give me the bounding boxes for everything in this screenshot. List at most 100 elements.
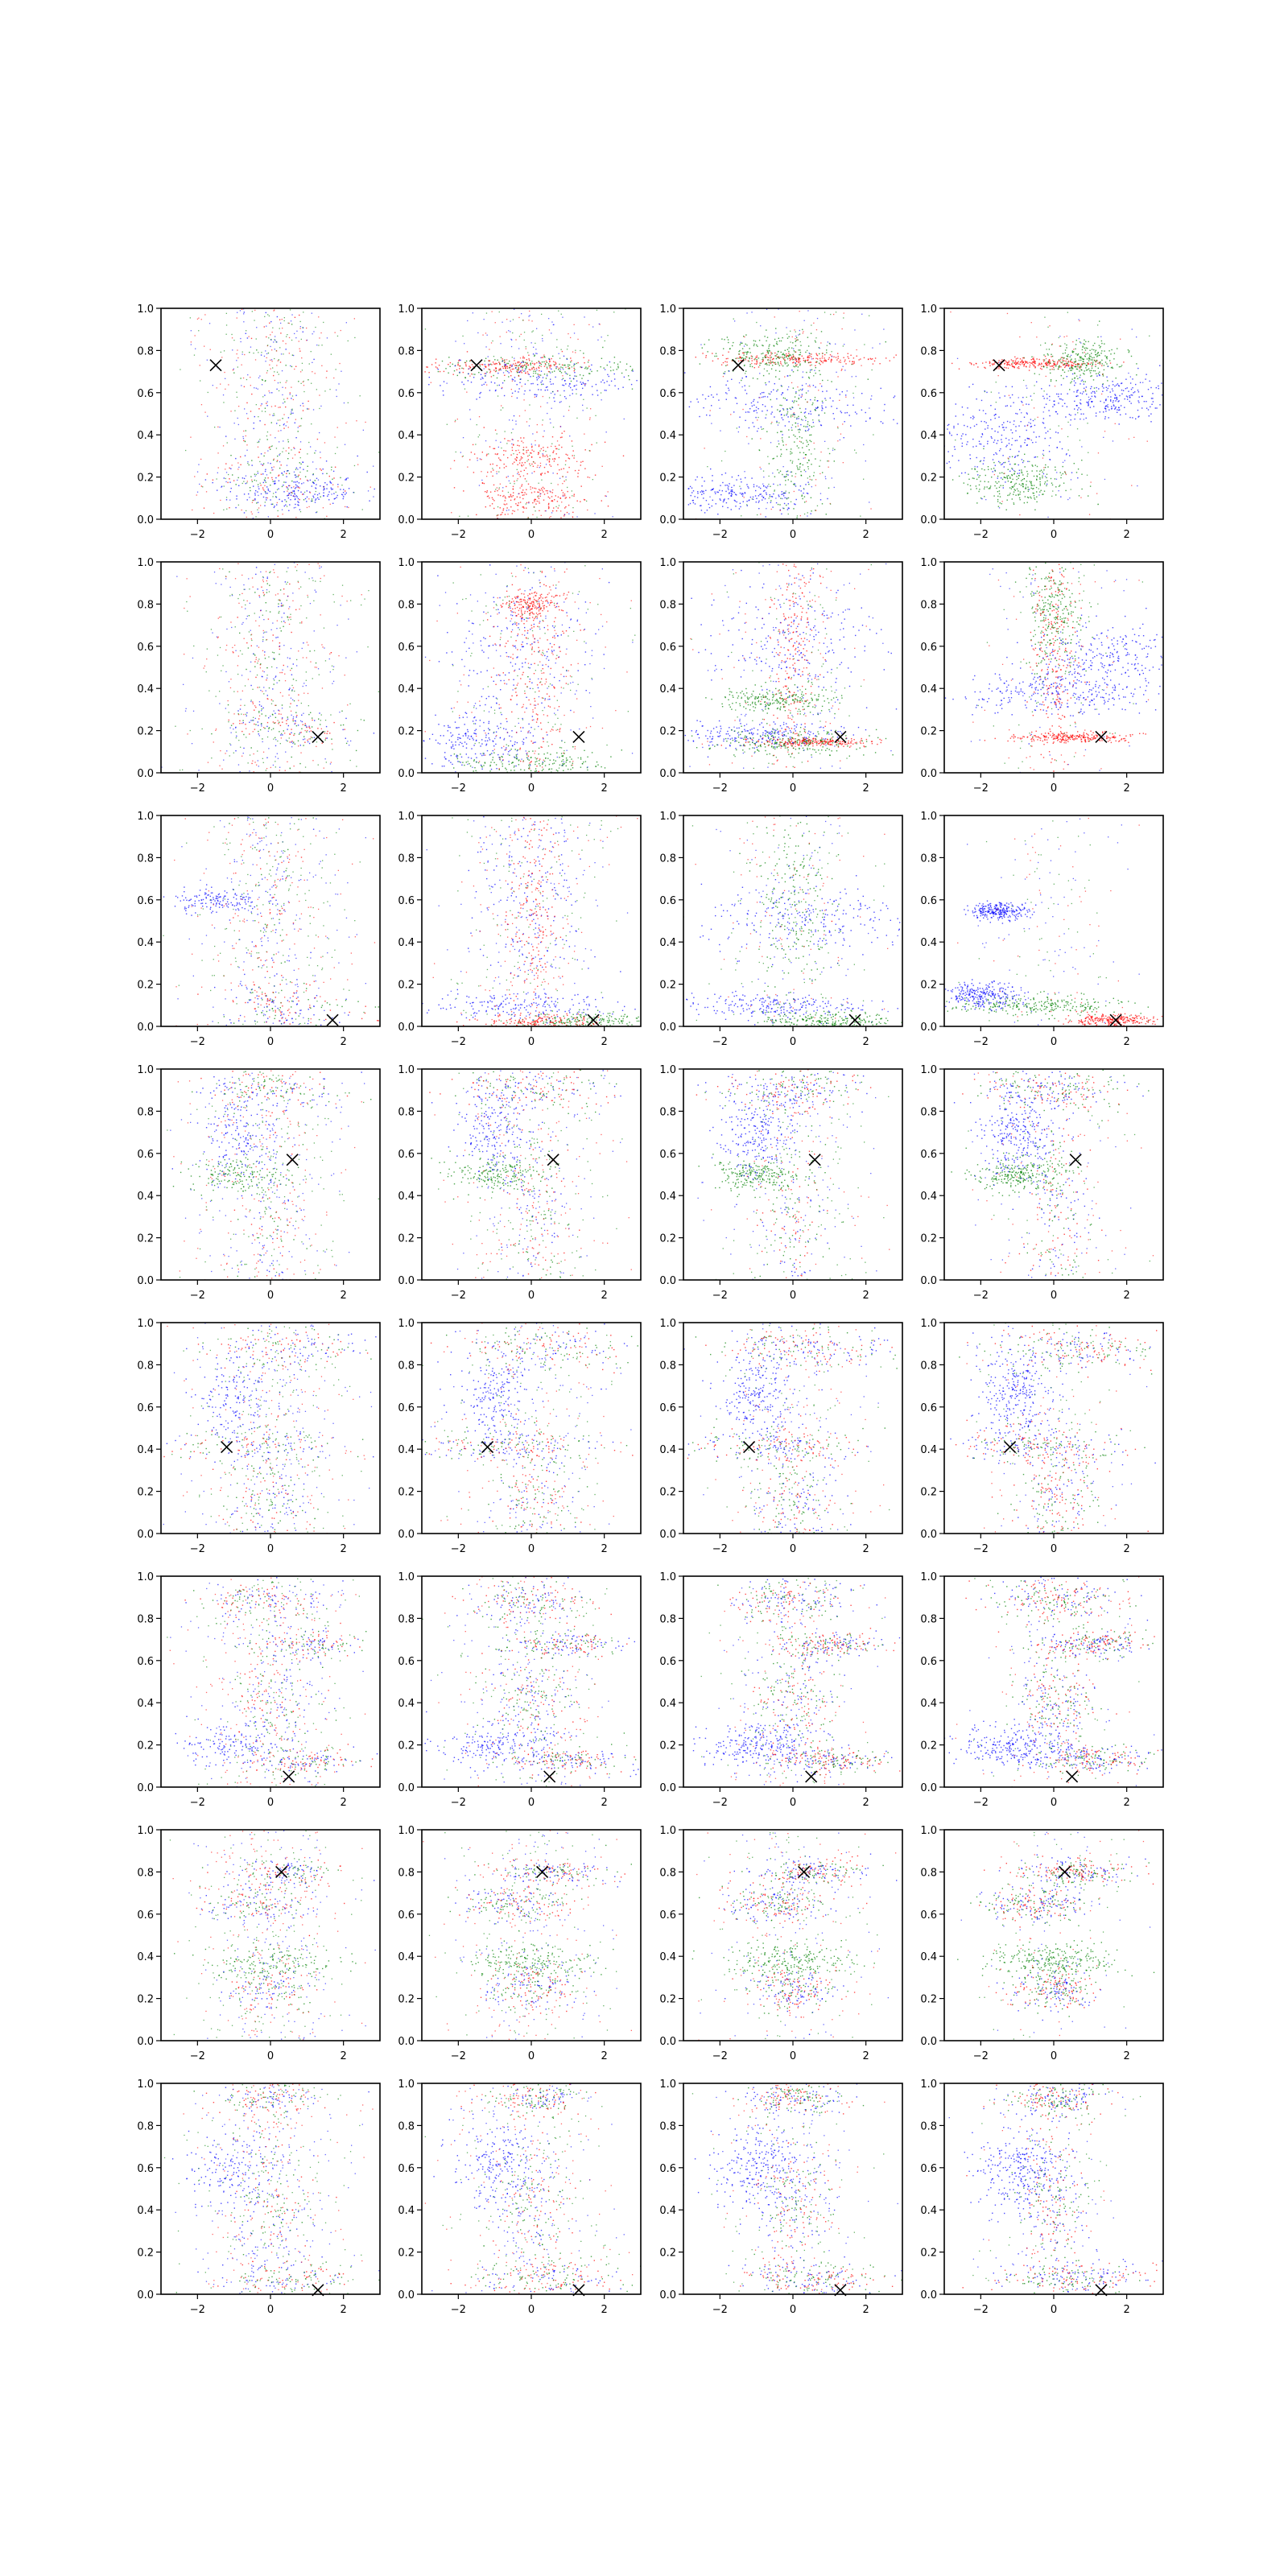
y-tick-label: 0.2	[137, 1740, 154, 1752]
subplot-r1-c1: −2 0 2 0.0 0.2 0.4 0.6 0.8 1.0	[137, 303, 381, 541]
scatter-points	[944, 817, 1163, 1026]
subplot-r5-c3: −2 0 2 0.0 0.2 0.4 0.6 0.8 1.0	[659, 1318, 903, 1555]
scatter-points	[161, 562, 380, 773]
x-tick-label: 2	[601, 1290, 608, 1302]
y-tick-label: 0.8	[398, 345, 415, 357]
x-tick-label: 2	[863, 2050, 869, 2062]
y-tick-label: 0.8	[137, 599, 154, 611]
x-tick-label: −2	[190, 1797, 205, 1809]
y-tick-label: 0.8	[920, 1613, 937, 1625]
y-tick-label: 0.2	[137, 1233, 154, 1245]
y-tick-label: 0.8	[137, 2120, 154, 2132]
axes-frame	[421, 1575, 642, 1788]
x-tick-label: 0	[1051, 1797, 1057, 1809]
y-tick-label: 1.0	[137, 303, 154, 316]
x-tick-label: 2	[601, 1543, 608, 1555]
subplot-r7-c2: −2 0 2 0.0 0.2 0.4 0.6 0.8 1.0	[398, 1825, 642, 2062]
x-tick-label: 2	[341, 529, 347, 541]
x-tick-label: 0	[528, 1797, 535, 1809]
y-tick-label: 0.2	[398, 1740, 415, 1752]
x-tick-label: 2	[863, 782, 869, 795]
y-tick-label: 0.4	[920, 1191, 937, 1203]
x-tick-label: −2	[190, 782, 205, 795]
y-tick-label: 0.6	[398, 895, 415, 907]
y-tick-label: 0.8	[920, 2120, 937, 2132]
scatter-points	[429, 1069, 632, 1280]
x-tick-label: 0	[528, 1543, 535, 1555]
x-tick-label: 2	[863, 1797, 869, 1809]
x-tick-label: −2	[451, 1543, 466, 1555]
subplot-r6-c1: −2 0 2 0.0 0.2 0.4 0.6 0.8 1.0	[137, 1571, 381, 1809]
y-tick-label: 0.4	[137, 1951, 154, 1963]
y-tick-label: 0.0	[137, 768, 154, 780]
y-tick-label: 0.2	[137, 980, 154, 992]
y-tick-label: 0.8	[920, 1106, 937, 1118]
x-tick-label: −2	[973, 1290, 989, 1302]
axes-frame	[943, 1068, 1164, 1281]
y-tick-label: 0.2	[659, 726, 676, 738]
scatter-points	[944, 1323, 1158, 1534]
x-tick-label: −2	[712, 1543, 728, 1555]
x-tick-label: −2	[973, 529, 989, 541]
y-tick-label: 0.6	[659, 2163, 676, 2175]
y-tick-label: 0.4	[659, 1951, 676, 1963]
x-tick-label: −2	[712, 1797, 728, 1809]
subplot-r2-c3: −2 0 2 0.0 0.2 0.4 0.6 0.8 1.0	[659, 557, 903, 795]
y-tick-label: 0.0	[137, 1529, 154, 1541]
x-tick-label: −2	[973, 1036, 989, 1048]
x-tick-label: −2	[712, 1290, 728, 1302]
y-tick-label: 0.0	[137, 2289, 154, 2301]
scatter-points	[180, 308, 380, 519]
y-tick-label: 0.0	[137, 514, 154, 526]
y-tick-label: 0.4	[137, 430, 154, 442]
y-tick-label: 1.0	[659, 1064, 676, 1076]
y-tick-label: 0.4	[659, 1698, 676, 1710]
marker-x	[805, 1770, 818, 1783]
y-tick-label: 0.4	[920, 1951, 937, 1963]
y-tick-label: 0.0	[659, 2036, 676, 2048]
x-tick-label: 2	[1124, 782, 1130, 795]
y-tick-label: 0.6	[920, 1909, 937, 1922]
marker-x	[1069, 1154, 1082, 1166]
y-tick-label: 0.8	[659, 852, 676, 865]
y-tick-label: 1.0	[920, 1064, 937, 1076]
y-tick-label: 0.6	[659, 1149, 676, 1161]
y-tick-label: 1.0	[137, 557, 154, 569]
x-tick-label: 0	[790, 1797, 796, 1809]
subplot-r3-c1: −2 0 2 0.0 0.2 0.4 0.6 0.8 1.0	[137, 811, 381, 1048]
y-tick-label: 0.0	[137, 1782, 154, 1794]
y-tick-label: 0.0	[920, 2289, 937, 2301]
y-tick-label: 0.8	[659, 1360, 676, 1372]
y-tick-label: 0.6	[137, 1909, 154, 1922]
x-tick-label: 2	[1124, 2304, 1130, 2316]
y-tick-label: 0.2	[398, 980, 415, 992]
y-tick-label: 0.4	[137, 1444, 154, 1456]
y-tick-label: 0.4	[398, 1191, 415, 1203]
scatter-points	[683, 1323, 898, 1534]
x-tick-label: 2	[1124, 1543, 1130, 1555]
marker-x	[1059, 1865, 1071, 1878]
x-tick-label: 0	[1051, 1543, 1057, 1555]
marker-x	[732, 359, 745, 372]
y-tick-label: 0.0	[920, 514, 937, 526]
scatter-points	[944, 1576, 1162, 1787]
y-tick-label: 0.2	[920, 473, 937, 485]
y-tick-label: 0.0	[398, 2289, 415, 2301]
scatter-points	[424, 308, 638, 519]
x-tick-label: 2	[863, 1036, 869, 1048]
x-tick-label: −2	[451, 1797, 466, 1809]
scatter-points	[684, 308, 898, 519]
y-tick-label: 1.0	[137, 1318, 154, 1330]
scatter-points	[161, 1830, 380, 2041]
y-tick-label: 1.0	[137, 1064, 154, 1076]
x-tick-label: −2	[190, 1543, 205, 1555]
x-tick-label: 2	[863, 1543, 869, 1555]
x-tick-label: 0	[267, 2050, 274, 2062]
axes-frame	[943, 308, 1164, 520]
scatter-points	[944, 311, 1163, 519]
marker-x	[834, 730, 847, 744]
scatter-points	[167, 1070, 380, 1280]
y-tick-label: 0.2	[398, 2248, 415, 2260]
y-tick-label: 1.0	[398, 557, 415, 569]
x-tick-label: −2	[712, 1036, 728, 1048]
